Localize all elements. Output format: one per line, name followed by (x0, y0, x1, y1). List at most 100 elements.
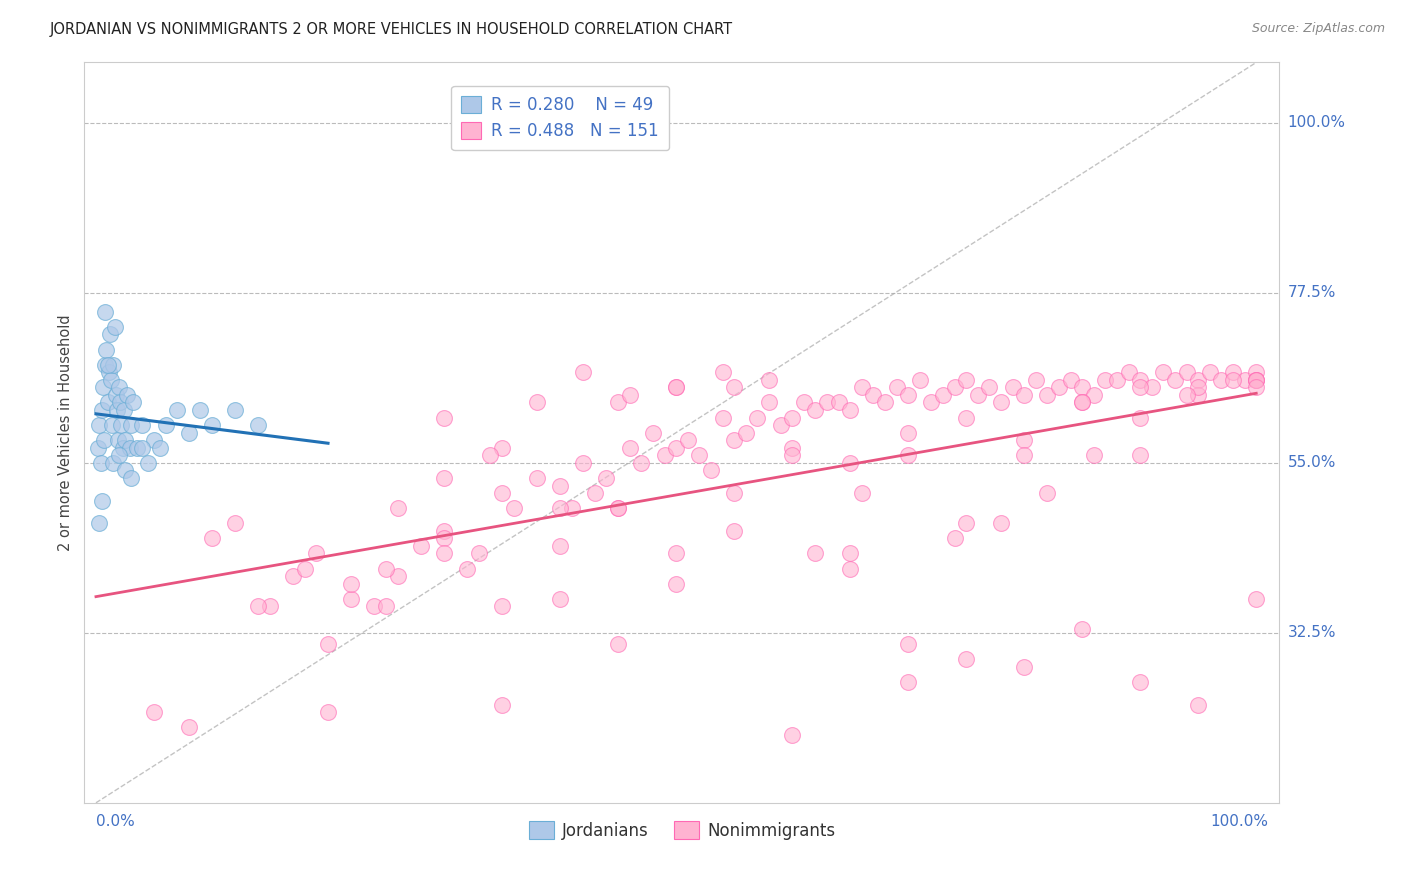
Nonimmigrants (886, 380, 908, 394)
Nonimmigrants (433, 532, 456, 546)
Jordanians (105, 403, 128, 417)
Nonimmigrants (1071, 395, 1094, 409)
Nonimmigrants (479, 448, 502, 462)
Nonimmigrants (1036, 486, 1059, 500)
Nonimmigrants (607, 637, 630, 651)
Nonimmigrants (955, 410, 977, 425)
Nonimmigrants (665, 441, 688, 455)
Nonimmigrants (1129, 448, 1152, 462)
Nonimmigrants (1198, 365, 1220, 379)
Jordanians (108, 380, 131, 394)
Nonimmigrants (1036, 388, 1059, 402)
Jordanians (96, 343, 118, 357)
Nonimmigrants (747, 410, 769, 425)
Nonimmigrants (340, 576, 363, 591)
Jordanians (166, 403, 188, 417)
Jordanians (90, 403, 112, 417)
Nonimmigrants (665, 380, 688, 394)
Jordanians (111, 441, 134, 455)
Nonimmigrants (1094, 373, 1116, 387)
Jordanians (120, 471, 142, 485)
Text: Source: ZipAtlas.com: Source: ZipAtlas.com (1251, 22, 1385, 36)
Nonimmigrants (548, 539, 571, 553)
Nonimmigrants (363, 599, 385, 614)
Jordanians (94, 304, 117, 318)
Nonimmigrants (780, 410, 803, 425)
Nonimmigrants (932, 388, 955, 402)
Nonimmigrants (955, 373, 977, 387)
Text: 77.5%: 77.5% (1288, 285, 1336, 301)
Nonimmigrants (548, 501, 571, 516)
Jordanians (190, 403, 212, 417)
Nonimmigrants (1129, 674, 1152, 689)
Nonimmigrants (1244, 380, 1267, 394)
Nonimmigrants (572, 456, 595, 470)
Nonimmigrants (1244, 373, 1267, 387)
Nonimmigrants (943, 532, 966, 546)
Nonimmigrants (1118, 365, 1140, 379)
Nonimmigrants (851, 380, 873, 394)
Jordanians (89, 418, 111, 433)
Nonimmigrants (862, 388, 884, 402)
Nonimmigrants (700, 463, 723, 477)
Jordanians (177, 425, 200, 440)
Jordanians (112, 403, 135, 417)
Nonimmigrants (979, 380, 1001, 394)
Nonimmigrants (491, 599, 513, 614)
Nonimmigrants (1244, 373, 1267, 387)
Nonimmigrants (468, 547, 491, 561)
Nonimmigrants (548, 591, 571, 606)
Nonimmigrants (1001, 380, 1024, 394)
Nonimmigrants (177, 720, 200, 734)
Jordanians (120, 418, 142, 433)
Text: 32.5%: 32.5% (1288, 625, 1336, 640)
Nonimmigrants (1071, 395, 1094, 409)
Nonimmigrants (526, 471, 548, 485)
Nonimmigrants (387, 501, 409, 516)
Nonimmigrants (259, 599, 281, 614)
Nonimmigrants (1083, 388, 1105, 402)
Jordanians (114, 433, 136, 447)
Nonimmigrants (1244, 365, 1267, 379)
Jordanians (136, 456, 159, 470)
Nonimmigrants (502, 501, 524, 516)
Nonimmigrants (224, 516, 246, 531)
Nonimmigrants (654, 448, 676, 462)
Jordanians (131, 418, 153, 433)
Nonimmigrants (375, 561, 398, 575)
Nonimmigrants (1059, 373, 1081, 387)
Nonimmigrants (897, 425, 920, 440)
Jordanians (104, 388, 127, 402)
Nonimmigrants (1105, 373, 1128, 387)
Nonimmigrants (305, 547, 328, 561)
Nonimmigrants (665, 547, 688, 561)
Nonimmigrants (815, 395, 838, 409)
Nonimmigrants (839, 547, 862, 561)
Jordanians (103, 358, 125, 372)
Nonimmigrants (723, 433, 745, 447)
Nonimmigrants (804, 403, 827, 417)
Jordanians (98, 327, 121, 342)
Nonimmigrants (491, 486, 513, 500)
Jordanians (91, 380, 114, 394)
Nonimmigrants (375, 599, 398, 614)
Jordanians (122, 395, 145, 409)
Nonimmigrants (1071, 380, 1094, 394)
Nonimmigrants (1012, 448, 1035, 462)
Nonimmigrants (1025, 373, 1047, 387)
Nonimmigrants (1164, 373, 1187, 387)
Nonimmigrants (294, 561, 316, 575)
Nonimmigrants (758, 395, 780, 409)
Jordanians (201, 418, 224, 433)
Nonimmigrants (1187, 373, 1209, 387)
Nonimmigrants (1012, 660, 1035, 674)
Nonimmigrants (1047, 380, 1070, 394)
Nonimmigrants (1233, 373, 1256, 387)
Nonimmigrants (1140, 380, 1163, 394)
Nonimmigrants (665, 380, 688, 394)
Nonimmigrants (1083, 448, 1105, 462)
Jordanians (103, 319, 125, 334)
Y-axis label: 2 or more Vehicles in Household: 2 or more Vehicles in Household (58, 314, 73, 551)
Jordanians (247, 418, 270, 433)
Nonimmigrants (1129, 410, 1152, 425)
